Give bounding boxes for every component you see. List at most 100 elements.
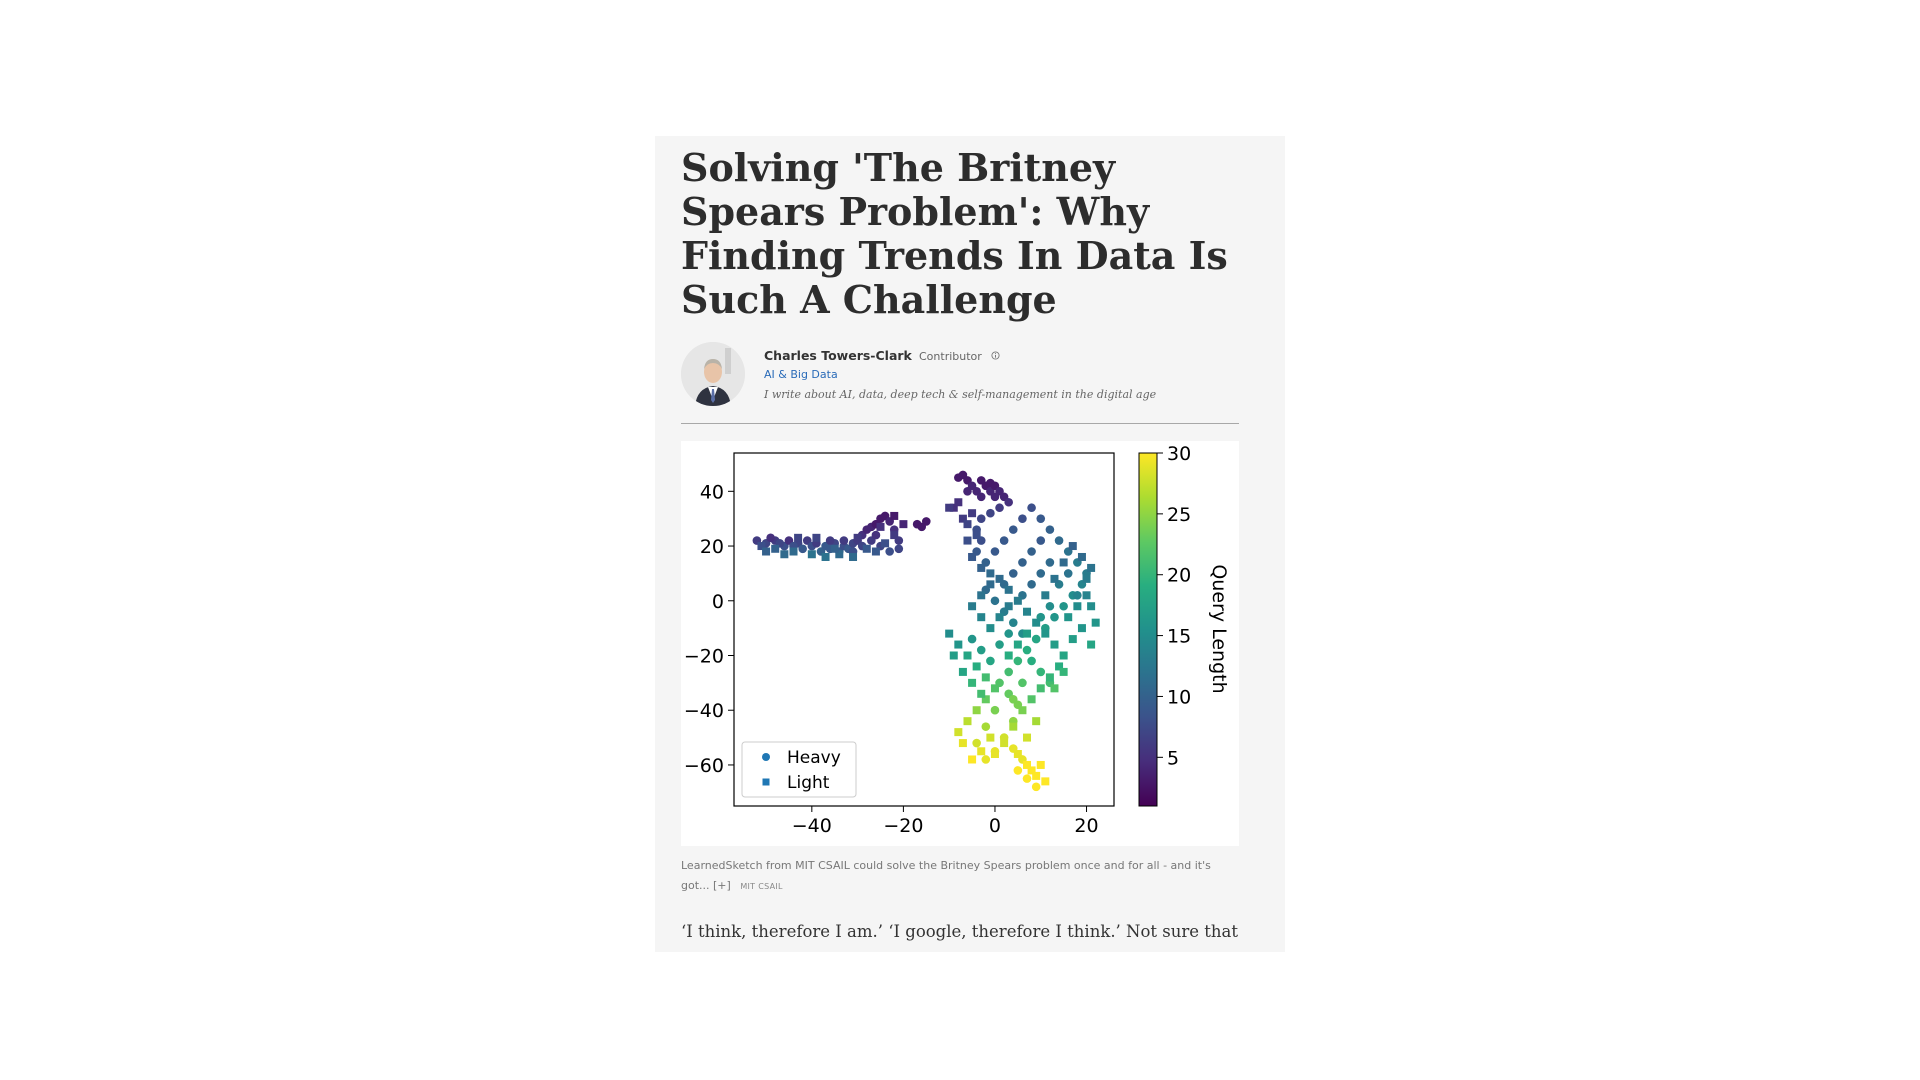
scatter-point-heavy [871, 530, 881, 540]
scatter-point-heavy [963, 487, 972, 496]
scatter-point-heavy [1031, 782, 1041, 792]
scatter-point-light [995, 574, 1004, 583]
caption-text[interactable]: LearnedSketch from MIT CSAIL could solve… [681, 859, 1211, 892]
scatter-point-heavy [798, 544, 807, 554]
scatter-point-light [1087, 602, 1096, 611]
scatter-point-light [968, 678, 977, 687]
scatter-point-heavy [1013, 766, 1023, 775]
scatter-point-light [812, 533, 821, 542]
y-tick-label: 40 [700, 481, 724, 503]
y-axis: 40 20 0 −20 −40 −60 [684, 481, 734, 777]
scatter-point-light [876, 522, 885, 531]
scatter-point-heavy [921, 517, 931, 526]
scatter-point-light [1023, 607, 1032, 616]
y-tick-label: −20 [684, 645, 724, 667]
scatter-point-light [1068, 542, 1077, 551]
scatter-point-light [830, 544, 839, 553]
scatter-point-heavy [972, 738, 981, 748]
scatter-point-light [780, 550, 789, 559]
scatter-point-light [1041, 629, 1050, 638]
scatter-point-light [972, 531, 981, 540]
scatter-point-light [890, 531, 899, 540]
scatter-point-heavy [1018, 678, 1027, 688]
scatter-point-light [1064, 613, 1073, 622]
scatter-point-heavy [1027, 656, 1036, 666]
figure-caption: LearnedSketch from MIT CSAIL could solve… [681, 856, 1241, 897]
colorbar-tick-label: 30 [1167, 443, 1191, 465]
scatter-point-light [1055, 662, 1064, 671]
x-tick-label: −40 [792, 815, 832, 837]
scatter-point-light [968, 509, 977, 518]
scatter-point-light [963, 651, 972, 660]
scatter-point-light [1082, 591, 1091, 600]
scatter-point-light [1036, 760, 1045, 769]
colorbar-tick-label: 20 [1167, 565, 1191, 587]
scatter-point-light [1032, 618, 1041, 627]
scatter-point-light [1087, 640, 1096, 649]
scatter-point-light [1004, 602, 1013, 611]
article-figure[interactable]: −40 −20 0 20 40 20 0 −20 −40 −60 30 25 20 15 10 5 Que… [681, 441, 1239, 846]
colorbar-tick-label: 10 [1167, 686, 1191, 708]
scatter-point-heavy [1008, 694, 1018, 704]
scatter-point-heavy [1054, 536, 1064, 545]
scatter-point-light [1023, 733, 1032, 742]
scatter-point-light [821, 552, 830, 561]
scatter-point-light [986, 580, 995, 589]
scatter-point-heavy [839, 536, 849, 545]
scatter-point-heavy [990, 547, 1000, 556]
colorbar-label: Query Length [1208, 564, 1230, 693]
scatter-point-light [757, 542, 766, 551]
scatter-point-heavy [990, 705, 1000, 715]
scatter-point-heavy [986, 508, 995, 518]
scatter-point-light [1059, 558, 1068, 567]
scatter-point-light [963, 520, 972, 529]
author-avatar[interactable] [681, 342, 745, 406]
scatter-point-light [958, 667, 967, 676]
scatter-point-light [1059, 651, 1068, 660]
scatter-point-light [1032, 717, 1041, 726]
scatter-point-light [1036, 684, 1045, 693]
scatter-point-light [958, 739, 967, 748]
author-name-link[interactable]: Charles Towers-Clark [764, 348, 912, 363]
scatter-point-heavy [1045, 558, 1055, 567]
scatter-point-heavy [986, 656, 995, 666]
legend-light-label: Light [787, 773, 830, 793]
scatter-point-light [986, 569, 995, 578]
author-role-label: Contributor [919, 350, 982, 363]
channel-link[interactable]: AI & Big Data [764, 368, 838, 381]
legend-heavy-marker [762, 753, 770, 761]
scatter-point-light [807, 550, 816, 559]
info-icon[interactable] [991, 351, 1000, 360]
chart-legend: Heavy Light [741, 741, 857, 798]
colorbar-tick-label: 5 [1167, 747, 1179, 769]
scatter-point-heavy [1018, 514, 1027, 523]
scatter-point-light [1073, 602, 1082, 611]
scatter-point-light [1004, 651, 1013, 660]
x-tick-label: −20 [883, 815, 923, 837]
scatter-point-heavy [1008, 569, 1018, 578]
scatter-point-light [945, 503, 954, 512]
scatter-point-light [1027, 766, 1036, 775]
scatter-point-light [1009, 722, 1018, 731]
scatter-point-light [968, 755, 977, 764]
scatter-point-heavy [995, 640, 1004, 649]
scatter-point-light [945, 629, 954, 638]
scatter-point-light [789, 547, 798, 556]
scatter-point-light [1041, 777, 1050, 786]
scatter-point-heavy [1004, 667, 1013, 677]
scatter-point-light [849, 552, 858, 561]
scatter-point-heavy [1045, 525, 1055, 534]
article-headline: Solving 'The Britney Spears Problem': Wh… [681, 145, 1228, 322]
scatter-point-light [1023, 760, 1032, 769]
scatter-point-heavy [976, 492, 986, 502]
scatter-point-light [963, 536, 972, 545]
scatter-point-light [949, 503, 958, 512]
scatter-point-light [1041, 591, 1050, 600]
scatter-point-light [1050, 574, 1059, 583]
scatter-point-light [835, 550, 844, 559]
scatter-point-heavy [825, 536, 835, 545]
y-tick-label: −40 [684, 700, 724, 722]
scatter-point-heavy [976, 514, 986, 523]
scatter-point-heavy [1036, 514, 1046, 523]
scatter-point-heavy [1059, 601, 1068, 611]
